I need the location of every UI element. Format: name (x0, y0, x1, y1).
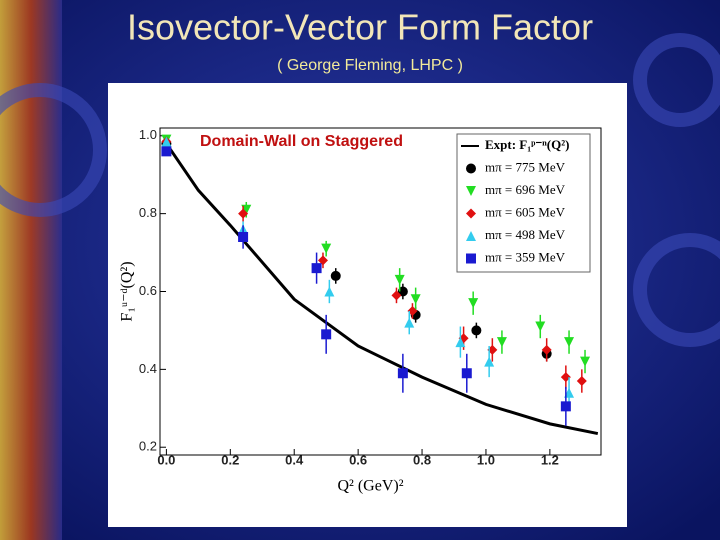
slide-title: Isovector-Vector Form Factor (127, 7, 593, 48)
x-axis-label: Q² (GeV)² (337, 478, 403, 495)
slide-subtitle: ( George Fleming, LHPC ) (277, 57, 463, 74)
marker (238, 232, 249, 242)
legend-label: mπ = 605 MeV (485, 204, 566, 219)
annotation: Domain-Wall on Staggered (200, 133, 403, 150)
expt-curve (165, 142, 599, 436)
marker (324, 286, 335, 297)
marker (484, 356, 495, 367)
marker (576, 376, 587, 387)
x-tick-label: 0.2 (221, 452, 239, 467)
side-strip (0, 0, 62, 540)
marker (397, 368, 408, 379)
legend-label: Expt: F₁ᵖ⁻ⁿ(Q²) (485, 137, 569, 152)
marker (461, 368, 472, 379)
marker (394, 274, 405, 285)
marker (161, 146, 172, 157)
marker (321, 329, 332, 340)
marker (466, 186, 476, 196)
marker (466, 163, 476, 174)
marker (455, 337, 466, 348)
y-tick-label: 0.6 (139, 283, 157, 298)
marker (404, 317, 415, 328)
marker (535, 321, 546, 332)
marker (466, 231, 476, 241)
x-tick-label: 0.6 (349, 452, 367, 467)
legend-label: mπ = 498 MeV (485, 227, 566, 242)
y-axis-label: F₁ᵘ⁻ᵈ(Q²) (119, 261, 136, 321)
marker (560, 401, 571, 412)
x-tick-label: 1.2 (541, 452, 559, 467)
legend-box (456, 133, 591, 273)
gear-decoration (0, 33, 720, 347)
marker (468, 298, 479, 309)
legend-label: mπ = 775 MeV (485, 159, 566, 174)
marker (161, 136, 172, 147)
y-tick-label: 1.0 (139, 127, 157, 142)
marker (564, 337, 575, 348)
marker (321, 243, 332, 254)
chart: 0.0 0.2 0.4 0.6 0.8 1.0 1.20.20.40.60.81.0Q² (… (119, 127, 602, 495)
marker (541, 344, 552, 355)
y-tick-label: 0.4 (139, 361, 157, 376)
x-tick-label: 0.8 (413, 452, 431, 467)
marker (311, 263, 322, 274)
marker (317, 255, 328, 266)
marker (238, 208, 249, 219)
marker (580, 356, 591, 367)
legend-label: mπ = 696 MeV (485, 182, 566, 197)
y-tick-label: 0.8 (139, 205, 157, 220)
marker (466, 208, 476, 219)
marker (391, 290, 402, 301)
y-tick-label: 0.2 (139, 439, 157, 454)
marker (410, 294, 421, 305)
marker (330, 270, 341, 281)
x-tick-label: 0.4 (285, 452, 304, 467)
x-tick-label: 0.0 (157, 452, 175, 467)
legend-label: mπ = 359 MeV (485, 249, 566, 264)
x-tick-label: 1.0 (477, 452, 495, 467)
marker (496, 337, 507, 348)
marker (471, 325, 482, 336)
marker (466, 253, 476, 264)
